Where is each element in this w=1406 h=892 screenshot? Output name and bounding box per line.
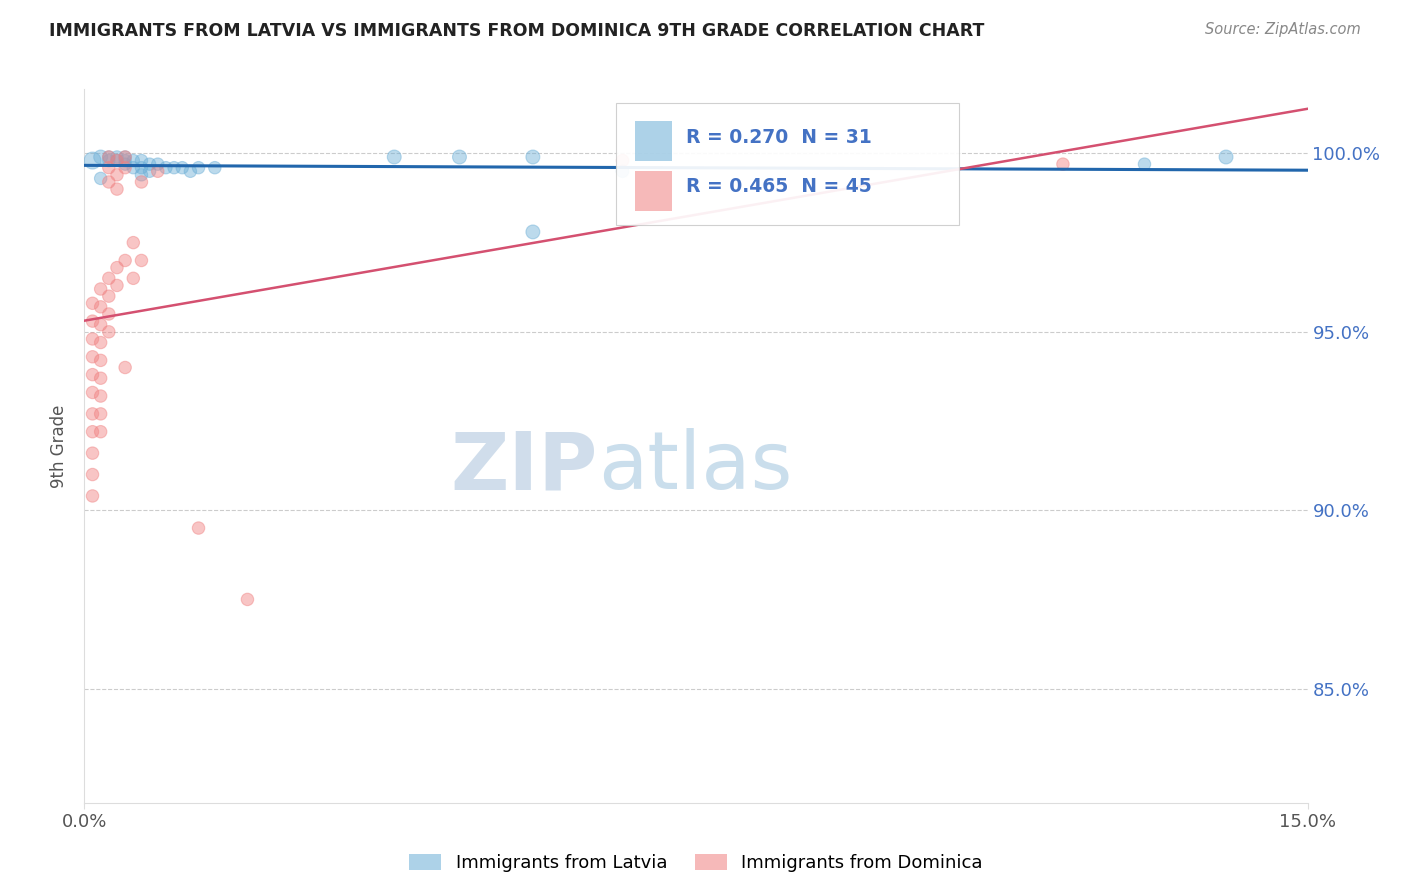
Point	[97, 150, 120, 164]
Point	[90, 371, 112, 385]
Point	[82, 368, 104, 382]
Point	[131, 153, 153, 168]
Point	[114, 150, 136, 164]
Point	[82, 467, 104, 482]
Text: IMMIGRANTS FROM LATVIA VS IMMIGRANTS FROM DOMINICA 9TH GRADE CORRELATION CHART: IMMIGRANTS FROM LATVIA VS IMMIGRANTS FRO…	[49, 22, 984, 40]
Point	[105, 182, 128, 196]
Point	[90, 353, 112, 368]
Point	[97, 289, 120, 303]
Point	[82, 332, 104, 346]
Point	[131, 161, 153, 175]
Point	[90, 318, 112, 332]
Point	[172, 161, 194, 175]
Point	[82, 296, 104, 310]
Legend: Immigrants from Latvia, Immigrants from Dominica: Immigrants from Latvia, Immigrants from …	[409, 854, 983, 872]
Point	[82, 425, 104, 439]
Text: Source: ZipAtlas.com: Source: ZipAtlas.com	[1205, 22, 1361, 37]
Point	[97, 153, 120, 168]
Point	[105, 153, 128, 168]
Point	[449, 150, 471, 164]
Point	[90, 335, 112, 350]
Point	[97, 271, 120, 285]
Point	[105, 278, 128, 293]
Point	[105, 150, 128, 164]
Point	[122, 235, 145, 250]
Point	[114, 253, 136, 268]
Point	[114, 157, 136, 171]
Point	[82, 407, 104, 421]
Point	[131, 168, 153, 182]
FancyBboxPatch shape	[636, 121, 672, 161]
Point	[82, 489, 104, 503]
FancyBboxPatch shape	[616, 103, 959, 225]
Point	[82, 314, 104, 328]
Point	[105, 168, 128, 182]
Point	[131, 175, 153, 189]
Point	[97, 325, 120, 339]
Point	[90, 282, 112, 296]
Point	[114, 150, 136, 164]
Point	[1052, 157, 1074, 171]
Point	[138, 164, 160, 178]
Text: R = 0.465  N = 45: R = 0.465 N = 45	[686, 178, 872, 196]
Point	[90, 389, 112, 403]
Point	[97, 307, 120, 321]
Point	[163, 161, 186, 175]
Point	[146, 164, 169, 178]
Point	[1215, 150, 1237, 164]
Point	[114, 161, 136, 175]
Point	[236, 592, 259, 607]
Point	[90, 425, 112, 439]
Point	[97, 150, 120, 164]
Point	[114, 360, 136, 375]
Point	[82, 385, 104, 400]
Point	[97, 175, 120, 189]
Point	[522, 225, 544, 239]
Point	[138, 157, 160, 171]
Point	[612, 164, 634, 178]
Point	[90, 150, 112, 164]
Point	[105, 153, 128, 168]
Point	[146, 157, 169, 171]
Point	[187, 521, 209, 535]
Point	[187, 161, 209, 175]
Point	[122, 271, 145, 285]
Point	[90, 171, 112, 186]
FancyBboxPatch shape	[636, 171, 672, 211]
Point	[155, 161, 177, 175]
Point	[1133, 157, 1156, 171]
Point	[122, 161, 145, 175]
Point	[97, 161, 120, 175]
Point	[122, 153, 145, 168]
Point	[105, 260, 128, 275]
Point	[204, 161, 226, 175]
Point	[90, 300, 112, 314]
Y-axis label: 9th Grade: 9th Grade	[51, 404, 69, 488]
Point	[82, 153, 104, 168]
Point	[179, 164, 201, 178]
Point	[82, 446, 104, 460]
Point	[90, 407, 112, 421]
Point	[382, 150, 405, 164]
Point	[131, 253, 153, 268]
Text: atlas: atlas	[598, 428, 793, 507]
Point	[612, 153, 634, 168]
Point	[82, 350, 104, 364]
Point	[522, 150, 544, 164]
Text: ZIP: ZIP	[451, 428, 598, 507]
Text: R = 0.270  N = 31: R = 0.270 N = 31	[686, 128, 872, 146]
Point	[114, 153, 136, 168]
